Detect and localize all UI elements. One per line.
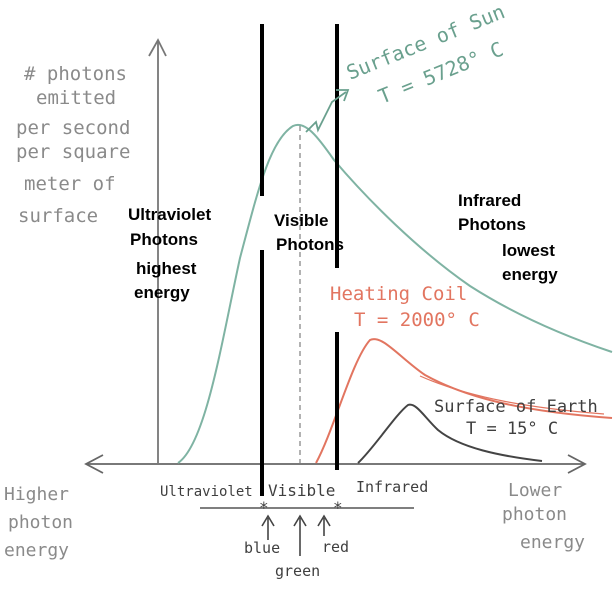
y-axis-label: # photons emitted per second per square … bbox=[16, 63, 130, 227]
earth-label-line-1: Surface of Earth bbox=[434, 397, 598, 417]
red-boundary-star: * bbox=[333, 498, 343, 517]
sun-curve bbox=[177, 123, 613, 464]
x-axis-right-label: Lower photon energy bbox=[502, 480, 585, 553]
sun-label-pointer-arrowhead bbox=[336, 89, 350, 102]
ir-label-line-2: Photons bbox=[458, 215, 526, 234]
blue-marker-label: blue bbox=[244, 539, 280, 557]
y-axis-label-line-3: per second bbox=[16, 117, 130, 139]
y-axis-label-line-1: # photons bbox=[24, 63, 127, 85]
x-axis-right-arrowhead bbox=[567, 454, 587, 474]
coil-curve bbox=[315, 338, 613, 464]
y-axis-label-line-6: surface bbox=[18, 205, 98, 227]
y-axis-label-line-4: per square bbox=[16, 141, 130, 163]
x-axis-right-label-line-2: photon bbox=[502, 504, 567, 525]
x-axis-left-label-line-1: Higher bbox=[4, 484, 69, 505]
coil-curve-lower bbox=[419, 375, 605, 415]
infrared-region-label: Infrared Photons lowest energy bbox=[458, 191, 558, 284]
visible-label-line-1: Visible bbox=[274, 211, 329, 230]
x-axis-left-label-line-2: photon bbox=[8, 512, 73, 533]
visible-label-line-2: Photons bbox=[276, 235, 344, 254]
y-axis-label-line-2: emitted bbox=[36, 87, 116, 109]
ir-label-line-3: lowest bbox=[502, 241, 555, 260]
green-marker-arrowhead bbox=[293, 514, 307, 527]
x-axis-right-label-line-1: Lower bbox=[508, 480, 562, 501]
axis-region-visible: Visible bbox=[268, 481, 335, 500]
ultraviolet-region-label: Ultraviolet Photons highest energy bbox=[128, 205, 211, 302]
coil-label-line-1: Heating Coil bbox=[330, 283, 467, 305]
red-marker-label: red bbox=[322, 538, 349, 556]
ir-label-line-1: Infrared bbox=[458, 191, 521, 210]
axis-region-infrared: Infrared bbox=[356, 478, 428, 496]
sun-curve-label: Surface of Sun T = 5728° C bbox=[343, 0, 508, 109]
green-marker-label: green bbox=[275, 562, 320, 580]
red-marker-arrowhead bbox=[317, 514, 331, 527]
earth-label-line-2: T = 15° C bbox=[466, 419, 558, 439]
blue-marker-arrowhead bbox=[261, 514, 275, 527]
x-axis-right-label-line-3: energy bbox=[520, 532, 585, 553]
coil-label-line-2: T = 2000° C bbox=[354, 309, 480, 331]
uv-label-line-1: Ultraviolet bbox=[128, 205, 211, 224]
uv-label-line-4: energy bbox=[134, 283, 190, 302]
blue-boundary-star: * bbox=[259, 498, 269, 517]
earth-curve bbox=[357, 403, 543, 464]
x-axis-left-label-line-3: energy bbox=[4, 540, 69, 561]
coil-curve-label: Heating Coil T = 2000° C bbox=[330, 283, 480, 331]
y-axis-arrowhead bbox=[148, 38, 167, 57]
y-axis-label-line-5: meter of bbox=[24, 173, 116, 195]
visible-region-label: Visible Photons bbox=[274, 211, 344, 254]
earth-curve-label: Surface of Earth T = 15° C bbox=[434, 397, 598, 439]
sun-label-pointer-arrow bbox=[305, 91, 347, 133]
x-axis-left-label: Higher photon energy bbox=[4, 484, 73, 561]
uv-label-line-2: Photons bbox=[130, 230, 198, 249]
x-axis-left-arrowhead bbox=[84, 454, 104, 474]
ir-label-line-4: energy bbox=[502, 265, 558, 284]
uv-label-line-3: highest bbox=[136, 259, 197, 278]
axis-region-ultraviolet: Ultraviolet bbox=[160, 484, 253, 500]
